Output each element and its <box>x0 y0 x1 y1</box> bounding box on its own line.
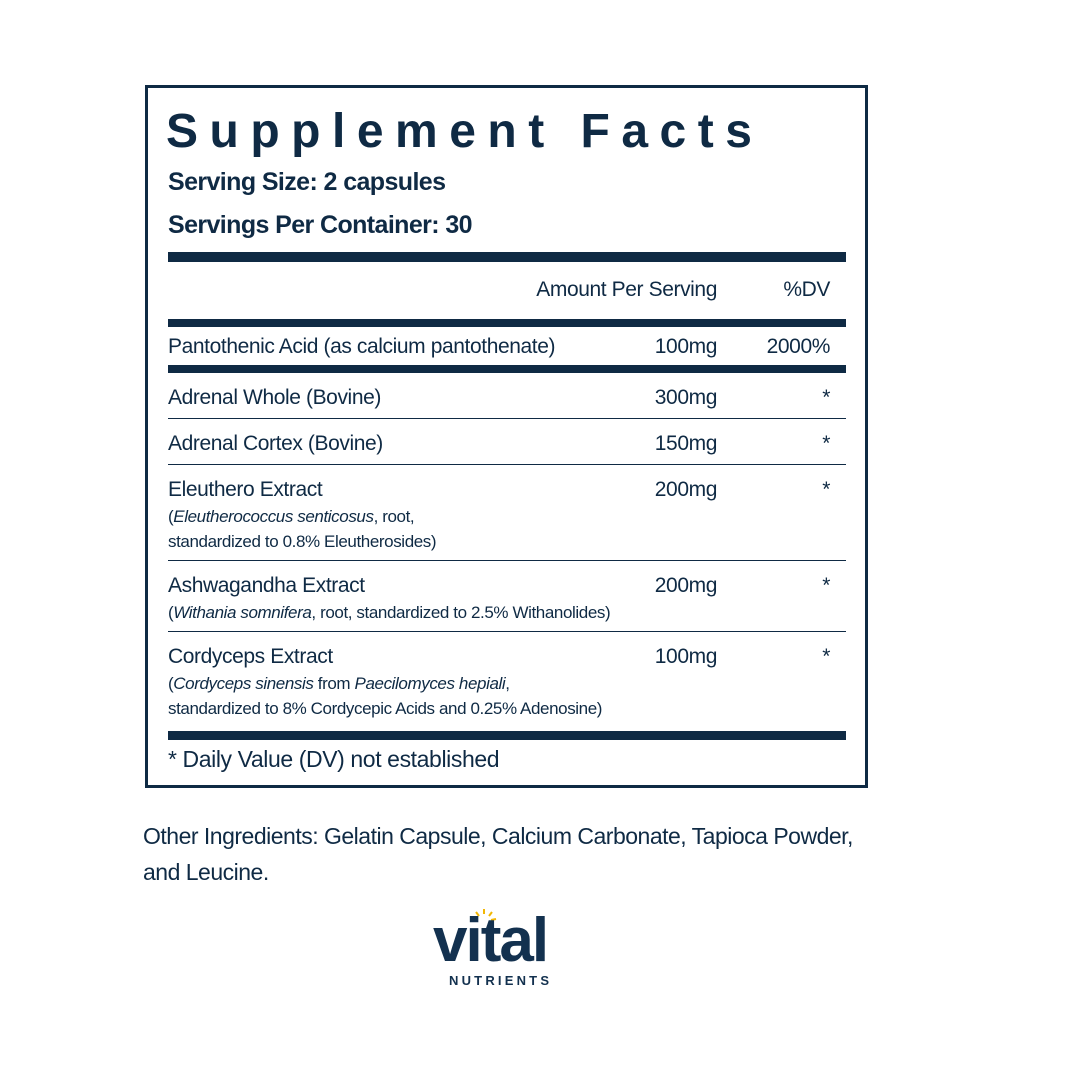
amount: 200mg <box>654 574 718 597</box>
description-text: , root, <box>373 507 415 526</box>
description-text: ( <box>168 507 174 526</box>
daily-value: * <box>822 386 830 409</box>
title: Supplement Facts <box>166 105 764 158</box>
description-text: standardized to 8% Cordycepic Acids and … <box>168 699 603 718</box>
ingredient-row: Cordyceps Extract 100mg * (Cordyceps sinens… <box>168 632 846 727</box>
amount-header: Amount Per Serving <box>536 278 717 301</box>
amount: 100mg <box>654 645 718 668</box>
description-text: , <box>505 674 510 693</box>
other-ingredients: Other Ingredients: Gelatin Capsule, Calc… <box>143 823 853 885</box>
description-line: (Eleutherococcus senticosus, root, <box>168 504 846 529</box>
thick-rule <box>168 319 846 327</box>
ingredient-name: Adrenal Whole (Bovine) <box>168 386 381 409</box>
daily-value: * <box>822 574 830 597</box>
description-line: standardized to 0.8% Eleutherosides) <box>168 529 846 554</box>
logo-tagline: NUTRIENTS <box>449 973 553 988</box>
ingredient-row: Pantothenic Acid (as calcium pantothenat… <box>168 333 846 361</box>
description-text: Eleutherococcus senticosus <box>173 507 374 526</box>
amount: 150mg <box>654 432 718 455</box>
description-text: Withania somnifera <box>173 603 312 622</box>
ingredient-name: Cordyceps Extract <box>168 645 333 668</box>
ingredient-rows: Adrenal Whole (Bovine) 300mg * Adrenal Cort… <box>168 373 846 727</box>
serving-size: Serving Size: 2 capsules <box>168 168 446 196</box>
ingredient-row: Eleuthero Extract 200mg * (Eleutherococcus … <box>168 465 846 561</box>
daily-value: * <box>822 645 830 668</box>
facts-panel <box>145 85 868 788</box>
amount: 300mg <box>654 386 718 409</box>
daily-value: * <box>822 432 830 455</box>
description-text: ( <box>168 674 174 693</box>
ingredient-name: Eleuthero Extract <box>168 478 323 501</box>
logo-sun <box>471 909 497 921</box>
description-line: (Withania somnifera, root, standardized … <box>168 600 846 625</box>
servings-per-container: Servings Per Container: 30 <box>168 211 473 239</box>
daily-value: 2000% <box>766 335 831 358</box>
description-text: standardized to 0.8% Eleutherosides) <box>168 532 437 551</box>
description-text: Paecilomyces hepiali <box>354 674 506 693</box>
ingredient-name: Ashwagandha Extract <box>168 574 365 597</box>
description-text: ( <box>168 603 174 622</box>
description-text: from <box>313 674 355 693</box>
dv-header: %DV <box>783 278 830 301</box>
ingredient-row: Adrenal Whole (Bovine) 300mg * <box>168 373 846 419</box>
ingredient-name: Adrenal Cortex (Bovine) <box>168 432 383 455</box>
ingredient-row: Ashwagandha Extract 200mg * (Withania somni… <box>168 561 846 632</box>
description-line: (Cordyceps sinensis from Paecilomyces he… <box>168 671 846 696</box>
description-text: Cordyceps sinensis <box>173 674 314 693</box>
description-text: , root, standardized to 2.5% Withanolide… <box>311 603 611 622</box>
description-line: standardized to 8% Cordycepic Acids and … <box>168 696 846 721</box>
footnote: * Daily Value (DV) not established <box>168 746 500 772</box>
ingredient-name: Pantothenic Acid (as calcium pantothenat… <box>168 335 556 358</box>
thick-rule <box>168 252 846 262</box>
daily-value: * <box>822 478 830 501</box>
thick-rule <box>168 731 846 740</box>
first-row: Pantothenic Acid (as calcium pantothenat… <box>168 333 846 361</box>
ingredient-row: Adrenal Cortex (Bovine) 150mg * <box>168 419 846 465</box>
thick-rule <box>168 365 846 373</box>
amount: 200mg <box>654 478 718 501</box>
amount: 100mg <box>654 335 718 358</box>
logo-brand: vital <box>433 906 549 975</box>
